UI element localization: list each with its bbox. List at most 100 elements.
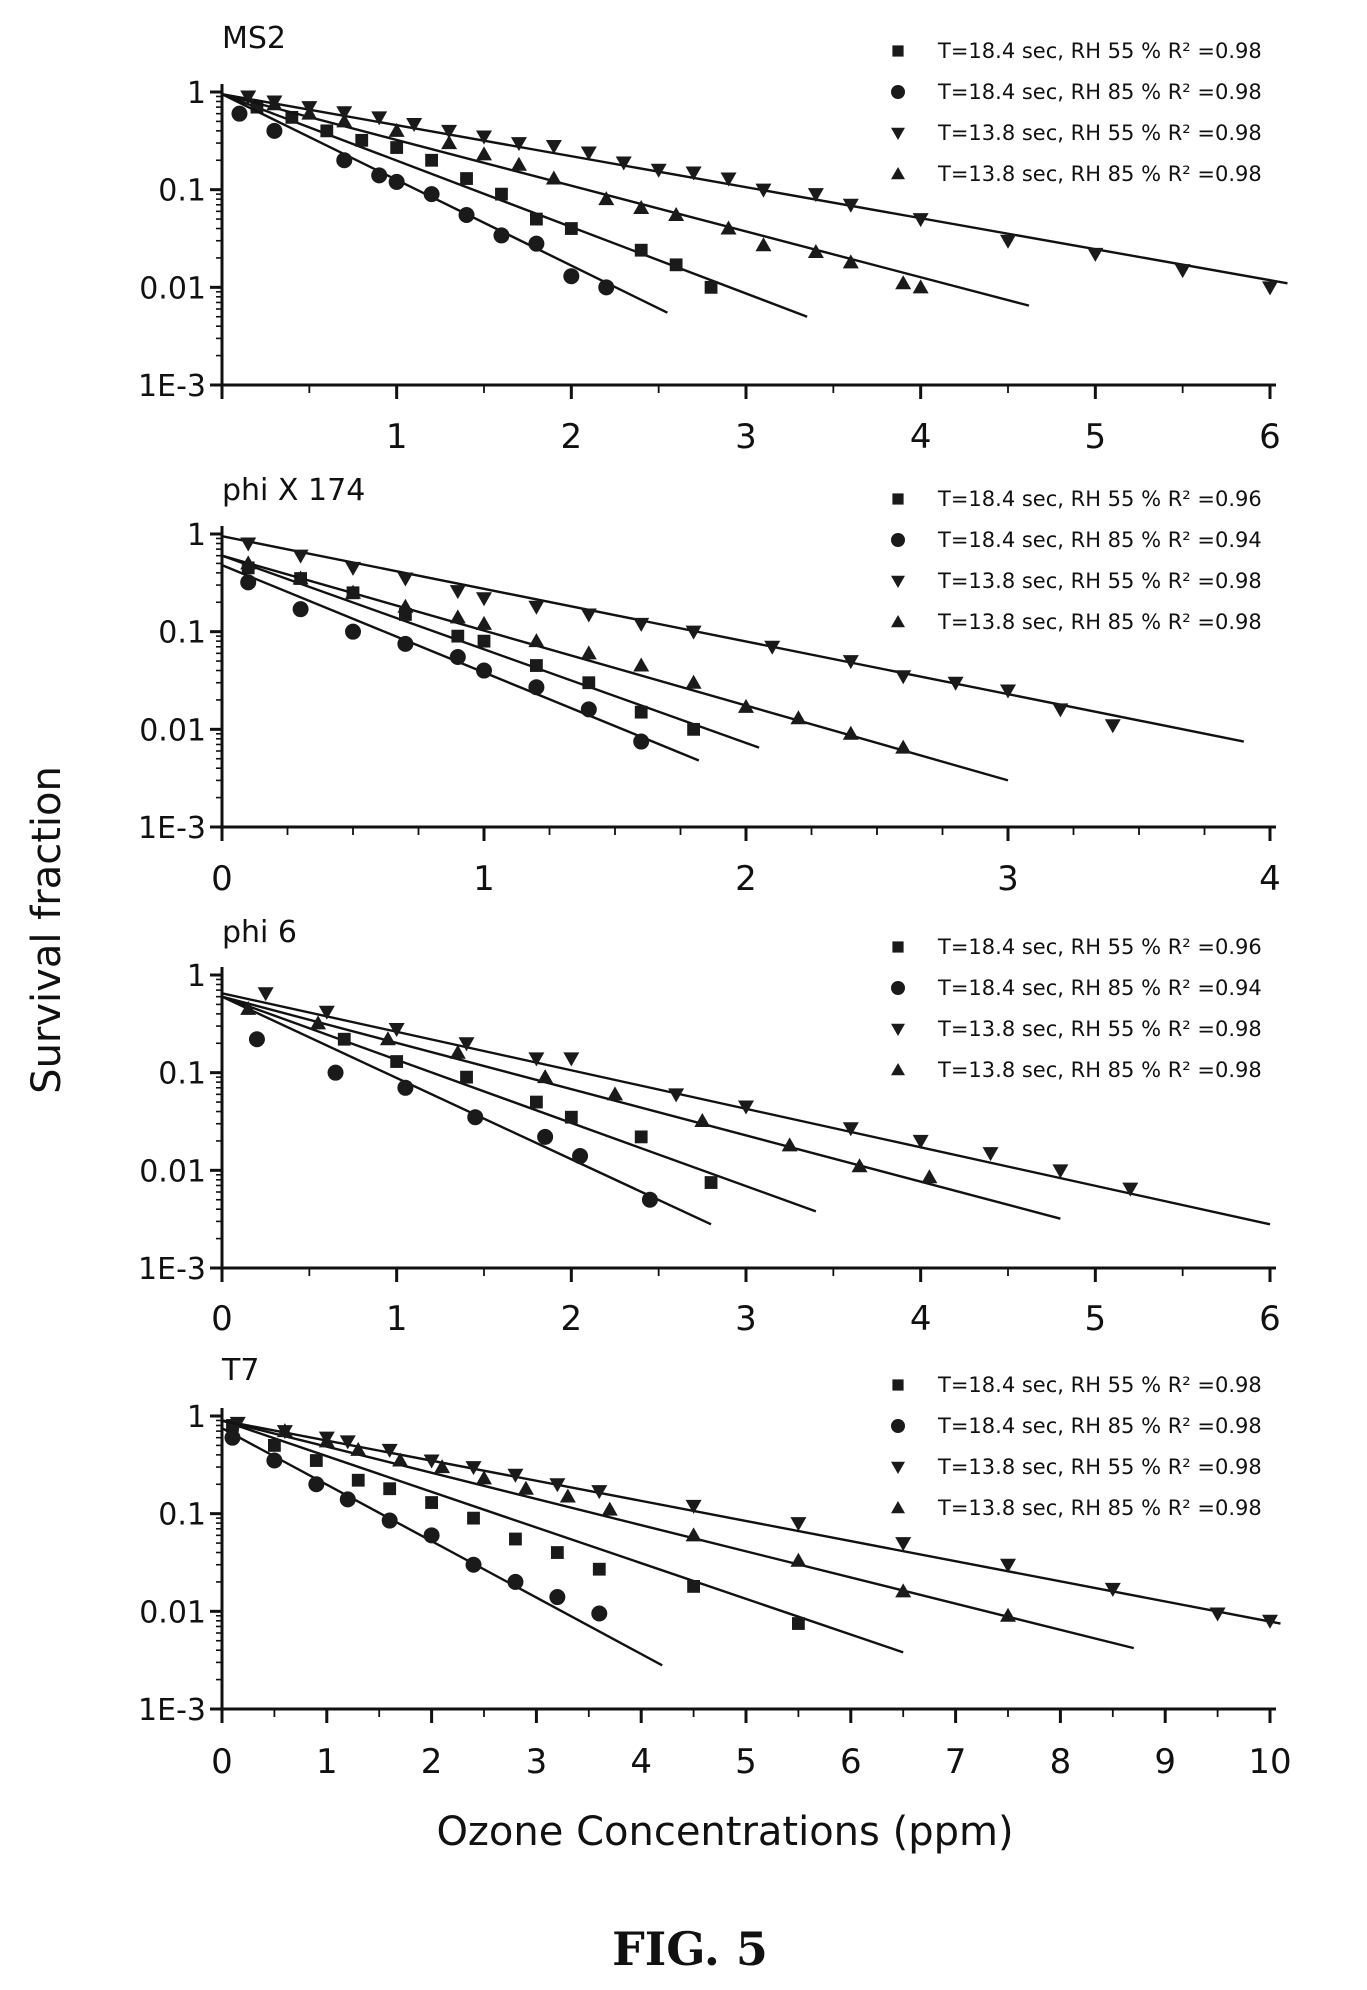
data-point-up-triangle <box>720 220 737 235</box>
fit-line <box>221 93 1030 307</box>
data-point-down-triangle <box>240 90 257 105</box>
data-point-down-triangle <box>650 163 667 178</box>
legend-entry: T=13.8 sec, RH 85 % R² =0.98 <box>937 610 1262 634</box>
data-point-down-triangle <box>563 1052 580 1067</box>
data-point-up-triangle <box>921 1169 938 1184</box>
data-point-down-triangle <box>895 1537 912 1552</box>
data-point-down-triangle <box>755 183 772 198</box>
series-3 <box>221 1416 1281 1629</box>
legend-marker-circle <box>891 1419 905 1433</box>
data-point-up-triangle <box>517 1480 534 1495</box>
data-point-down-triangle <box>738 1100 754 1115</box>
x-tick-label: 2 <box>735 859 757 899</box>
y-tick-label: 1 <box>187 959 206 994</box>
series-2 <box>221 564 700 762</box>
legend-marker-square <box>892 941 904 953</box>
data-point-down-triangle <box>764 640 781 655</box>
y-tick-label: 0.01 <box>139 713 206 748</box>
data-point-circle <box>549 1589 566 1606</box>
fit-line <box>221 995 817 1213</box>
data-point-up-triangle <box>851 1158 868 1173</box>
data-point-up-triangle <box>738 698 754 713</box>
data-point-up-triangle <box>476 1470 492 1485</box>
y-tick-label: 0.01 <box>139 271 206 306</box>
data-point-up-triangle <box>842 254 859 269</box>
data-point-down-triangle <box>947 676 964 691</box>
data-point-circle <box>476 662 492 679</box>
data-point-down-triangle <box>510 137 527 152</box>
legend-entry: T=18.4 sec, RH 55 % R² =0.98 <box>937 1373 1262 1397</box>
data-point-down-triangle <box>1262 1614 1278 1629</box>
series-1 <box>221 995 817 1213</box>
fit-line <box>221 1419 1281 1625</box>
data-point-up-triangle <box>392 1452 409 1467</box>
data-point-up-triangle <box>449 609 466 624</box>
y-tick-label: 0.1 <box>158 1498 206 1533</box>
y-axis-label: Survival fraction <box>24 766 70 1094</box>
x-tick-label: 1 <box>386 417 408 457</box>
fit-line <box>221 93 668 314</box>
data-point-down-triangle <box>528 600 545 615</box>
data-point-down-triangle <box>240 537 257 552</box>
data-point-circle <box>231 105 248 122</box>
data-point-up-triangle <box>1000 1607 1016 1622</box>
data-point-up-triangle <box>301 105 318 120</box>
data-point-square <box>530 659 543 672</box>
data-point-up-triangle <box>537 1069 554 1084</box>
x-tick-label: 4 <box>630 1742 652 1782</box>
series-2 <box>221 995 712 1226</box>
data-point-down-triangle <box>1174 264 1191 279</box>
x-axis-label: Ozone Concentrations (ppm) <box>436 1809 1013 1855</box>
legend-entry: T=18.4 sec, RH 85 % R² =0.94 <box>937 976 1262 1000</box>
panel-title: T7 <box>221 1353 259 1388</box>
data-point-down-triangle <box>668 1088 685 1103</box>
y-tick-label: 1 <box>187 76 206 111</box>
data-point-up-triangle <box>790 710 807 725</box>
data-point-down-triangle <box>1104 1582 1121 1597</box>
data-point-square <box>477 634 491 648</box>
data-point-up-triangle <box>842 725 859 740</box>
data-point-down-triangle <box>842 198 859 213</box>
data-point-circle <box>345 623 361 640</box>
data-point-up-triangle <box>668 207 685 222</box>
y-tick-label: 0.1 <box>158 174 206 209</box>
data-point-square <box>460 172 473 185</box>
fit-line <box>221 92 1288 285</box>
data-point-down-triangle <box>580 146 597 161</box>
data-point-square <box>383 1482 397 1496</box>
x-tick-label: 5 <box>735 1742 757 1782</box>
data-point-down-triangle <box>545 139 562 154</box>
data-point-square <box>564 1110 578 1124</box>
data-point-square <box>669 258 683 272</box>
panel-title: phi 6 <box>222 915 297 950</box>
data-point-circle <box>292 601 309 618</box>
data-point-circle <box>580 701 597 718</box>
data-point-down-triangle <box>790 1517 807 1532</box>
y-tick-label: 0.01 <box>139 1595 206 1630</box>
series-3 <box>221 90 1288 296</box>
data-point-circle <box>266 1452 283 1469</box>
x-tick-label: 3 <box>735 1299 757 1339</box>
fit-line <box>221 995 712 1226</box>
data-point-up-triangle <box>912 279 929 294</box>
x-tick-label: 4 <box>910 417 932 457</box>
data-point-down-triangle <box>406 118 423 133</box>
data-point-down-triangle <box>257 987 274 1002</box>
x-tick-label: 1 <box>473 859 495 899</box>
y-tick-label: 1 <box>187 1400 206 1435</box>
legend-marker-square <box>892 1379 904 1391</box>
data-point-circle <box>458 207 475 224</box>
data-point-square <box>320 124 334 138</box>
data-point-square <box>337 1032 351 1046</box>
x-tick-label: 0 <box>211 859 233 899</box>
data-point-up-triangle <box>807 244 824 259</box>
series-1 <box>221 93 808 318</box>
series-4 <box>221 995 1061 1220</box>
legend-entry: T=18.4 sec, RH 85 % R² =0.94 <box>937 528 1262 552</box>
legend-marker-circle <box>891 981 905 995</box>
data-point-up-triangle <box>397 598 414 613</box>
data-point-square <box>309 1454 323 1467</box>
data-point-down-triangle <box>397 572 414 587</box>
legend-entry: T=13.8 sec, RH 55 % R² =0.98 <box>937 1017 1262 1041</box>
data-point-square <box>634 1130 648 1144</box>
